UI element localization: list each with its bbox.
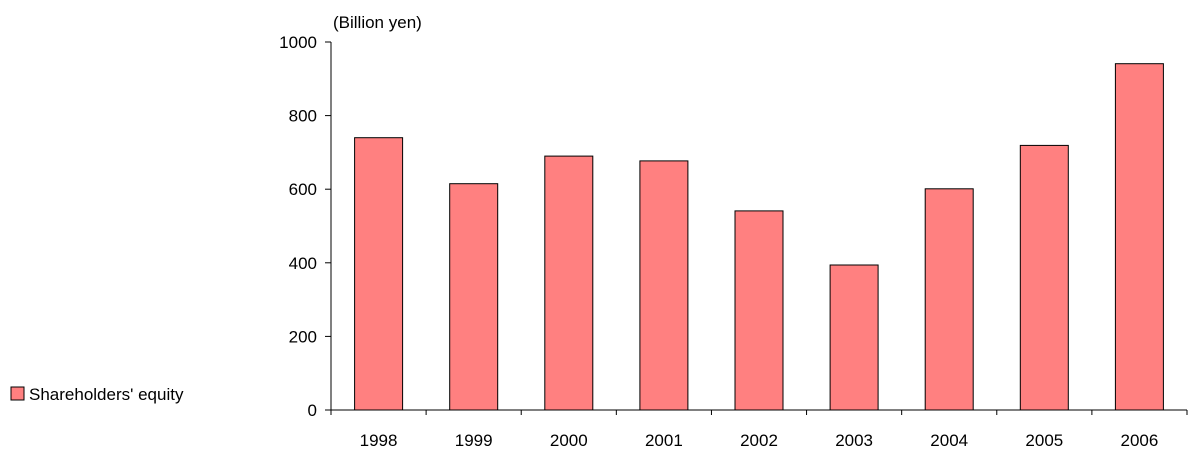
- x-tick-label: 2006: [1121, 431, 1159, 450]
- y-tick-label: 600: [289, 180, 317, 199]
- legend-label: Shareholders' equity: [29, 385, 184, 404]
- bar-2000: [544, 155, 594, 411]
- bar-2001: [639, 160, 689, 411]
- x-tick-label: 2004: [930, 431, 968, 450]
- x-tick-label: 2000: [550, 431, 588, 450]
- y-tick-label: 200: [289, 327, 317, 346]
- legend: Shareholders' equity: [10, 385, 184, 404]
- bar-2006: [1114, 63, 1164, 411]
- y-axis: 0 200 400 600 800 1000: [279, 33, 332, 420]
- y-tick-label: 400: [289, 254, 317, 273]
- x-tick-label: 1999: [455, 431, 493, 450]
- y-unit-label: (Billion yen): [333, 13, 422, 32]
- bar-2002: [734, 210, 784, 411]
- bar-1998: [354, 137, 404, 411]
- x-tick-label: 2001: [645, 431, 683, 450]
- y-tick-label: 800: [289, 107, 317, 126]
- x-axis: 1998 1999 2000 2001 2002 2003 2004 2005 2006: [330, 409, 1188, 450]
- x-tick-label: 2002: [740, 431, 778, 450]
- x-tick-label: 2003: [835, 431, 873, 450]
- bar-2005: [1019, 144, 1069, 411]
- bars: [354, 63, 1164, 411]
- bar-1999: [449, 183, 499, 411]
- x-tick-label: 1998: [360, 431, 398, 450]
- legend-swatch: [10, 386, 25, 401]
- bar-2003: [829, 264, 879, 411]
- x-tick-label: 2005: [1025, 431, 1063, 450]
- y-tick-label: 1000: [279, 33, 317, 52]
- y-tick-label: 0: [308, 401, 317, 420]
- bar-2004: [924, 188, 974, 411]
